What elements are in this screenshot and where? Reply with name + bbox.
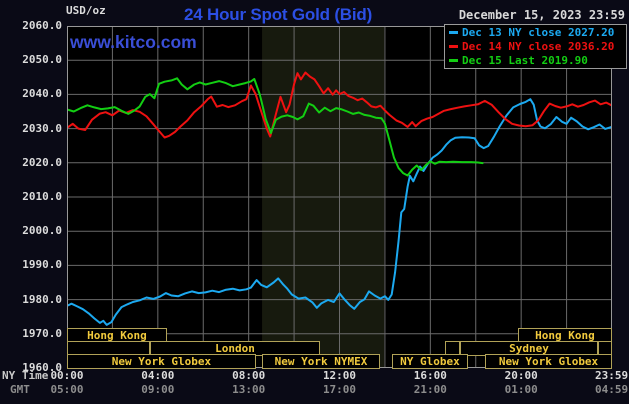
legend-item-label: Dec 13 NY close 2027.20	[462, 26, 615, 40]
legend-color-dash-icon	[449, 44, 458, 48]
legend-item-label: Dec 15 Last 2019.90	[462, 53, 588, 67]
y-axis-tick-label: 1970.0	[22, 326, 62, 340]
x-axis-tick-label-ny: 12:00	[322, 369, 357, 382]
x-axis-tick-label-ny: 00:00	[50, 369, 84, 382]
x-axis-tick-label-gmt: 17:00	[322, 383, 357, 396]
x-axis-tick-label-ny: 16:00	[413, 369, 447, 382]
y-axis-tick-label: 2010.0	[22, 190, 62, 203]
y-axis-units-label: USD/oz	[66, 4, 106, 17]
x-axis-tick-label-gmt: 05:00	[50, 383, 84, 396]
legend-color-dash-icon	[449, 31, 458, 35]
x-axis-tick-label-ny: 04:00	[141, 369, 175, 382]
x-axis-tick-label-ny: 08:00	[232, 369, 266, 382]
legend-item: Dec 14 NY close 2036.20	[449, 40, 626, 53]
legend-color-dash-icon	[449, 58, 458, 62]
series-line-dec13	[67, 98, 612, 326]
y-axis-tick-label: 1960.0	[22, 361, 62, 374]
x-axis-tick-label-gmt: 21:00	[413, 383, 447, 396]
x-axis-tick-label-gmt: 04:59	[595, 383, 629, 396]
chart-datetime: December 15, 2023 23:59	[458, 8, 625, 22]
plot-area	[67, 26, 612, 368]
x-axis-tick-label-ny: 20:00	[504, 369, 538, 382]
ny-time-axis-label: NY Time	[2, 369, 49, 382]
session-box-new-york-nymex: New York NYMEX	[262, 354, 380, 369]
y-axis-tick-label: 2060.0	[22, 19, 62, 32]
legend-box: Dec 13 NY close 2027.20 Dec 14 NY close 2…	[444, 24, 627, 69]
legend-item: Dec 15 Last 2019.90	[449, 54, 626, 67]
legend-item: Dec 13 NY close 2027.20	[449, 26, 626, 39]
x-axis-tick-label-gmt: 09:00	[141, 383, 175, 396]
x-axis-tick-label-gmt: 01:00	[504, 383, 538, 396]
y-axis-tick-label: 1990.0	[22, 258, 62, 272]
gmt-axis-label: GMT	[10, 383, 30, 396]
chart-title: 24 Hour Spot Gold (Bid)	[184, 5, 373, 24]
session-box-ny-globex: NY Globex	[391, 354, 469, 369]
y-axis-tick-label: 2000.0	[22, 224, 62, 238]
x-axis-tick-label-ny: 23:59	[595, 369, 629, 382]
y-axis-tick-label: 2050.0	[22, 53, 62, 67]
y-axis-tick-label: 1980.0	[22, 292, 62, 306]
session-box-new-york-globex: New York Globex	[485, 354, 612, 369]
kitco-watermark: www.kitco.com	[70, 32, 197, 52]
series-line-dec14	[67, 71, 612, 139]
legend-item-label: Dec 14 NY close 2036.20	[462, 39, 615, 53]
y-axis-tick-label: 2030.0	[22, 121, 62, 135]
series-line-dec15	[67, 77, 484, 177]
x-axis-tick-label-gmt: 13:00	[232, 383, 266, 396]
session-box-new-york-globex: New York Globex	[67, 354, 256, 369]
y-axis-tick-label: 2020.0	[22, 155, 62, 169]
y-axis-tick-label: 2040.0	[22, 87, 62, 101]
